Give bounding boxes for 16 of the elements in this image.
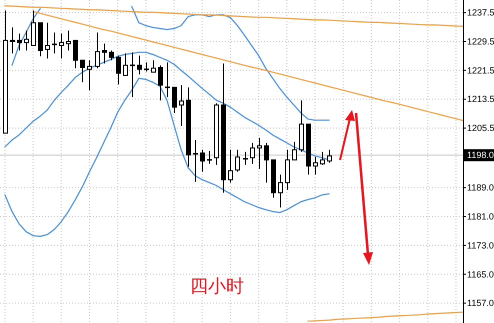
y-tick-label: 1237.5	[467, 8, 494, 18]
line-series	[4, 5, 463, 27]
line-series	[307, 312, 463, 322]
ref-line-label: 1198.0	[467, 150, 494, 160]
y-tick-label: 1229.5	[467, 36, 494, 47]
y-tick-label: 1173.0	[467, 240, 494, 250]
y-tick-label: 1205.5	[467, 123, 494, 134]
annotation: 四小时	[190, 276, 244, 297]
line-series	[32, 10, 463, 122]
y-tick-label: 1213.5	[467, 94, 494, 104]
y-tick-label: 1165.0	[467, 269, 494, 280]
ref-label: 1198.0	[464, 149, 494, 162]
y-tick-label: 1157.0	[467, 298, 494, 308]
y-tick-label: 1189.0	[467, 182, 494, 193]
y-tick-label: 1181.0	[467, 212, 494, 222]
y-tick-label: 1221.5	[467, 65, 494, 76]
